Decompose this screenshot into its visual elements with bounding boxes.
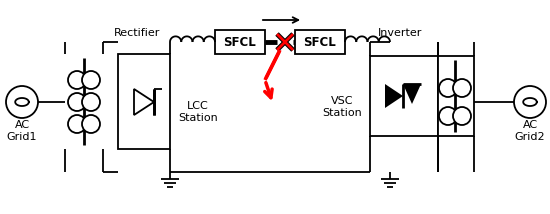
Text: VSC
Station: VSC Station [322,96,362,118]
Circle shape [439,107,457,125]
Circle shape [514,86,546,118]
Polygon shape [134,89,154,115]
Circle shape [68,71,86,89]
Polygon shape [385,84,403,108]
Circle shape [68,115,86,133]
Bar [295,30,345,54]
Circle shape [82,115,100,133]
Polygon shape [134,89,154,115]
Text: LCC
Station: LCC Station [178,101,218,123]
Circle shape [68,93,86,111]
Bar [215,30,265,54]
Polygon shape [403,84,421,104]
Circle shape [453,107,471,125]
Circle shape [82,71,100,89]
Circle shape [439,79,457,97]
Circle shape [82,93,100,111]
Bar [118,54,170,149]
Bar [438,56,474,136]
Text: Inverter: Inverter [378,28,422,38]
Bar [370,56,438,136]
Circle shape [6,86,38,118]
Circle shape [453,79,471,97]
Text: SFCL: SFCL [304,36,337,49]
Text: AC
Grid2: AC Grid2 [515,120,545,142]
Text: Rectifier: Rectifier [114,28,160,38]
Text: AC
Grid1: AC Grid1 [7,120,37,142]
Text: SFCL: SFCL [224,36,256,49]
